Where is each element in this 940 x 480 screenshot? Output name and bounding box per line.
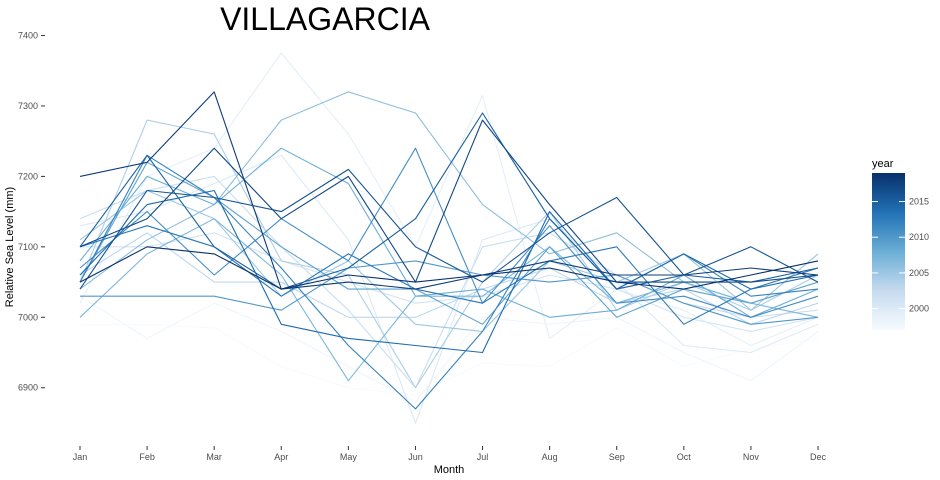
x-tick-label: Mar xyxy=(206,452,222,462)
x-tick-label: Aug xyxy=(542,452,558,462)
series-line-2013 xyxy=(79,225,819,325)
x-tick-label: May xyxy=(340,452,358,462)
x-tick-label: Jan xyxy=(73,452,88,462)
y-tick-label: 7300 xyxy=(18,101,38,111)
legend-tick-label: 2000 xyxy=(909,304,929,314)
series-line-2006 xyxy=(79,91,819,304)
legend-tick-label: 2010 xyxy=(909,232,929,242)
series-line-2010 xyxy=(80,260,819,325)
series-line-2003 xyxy=(79,232,819,325)
y-axis-title: Relative Sea Level (mm) xyxy=(4,187,16,307)
x-tick-label: Feb xyxy=(139,452,155,462)
series-line-2012 xyxy=(79,154,819,410)
legend-ticks: 2000 2005 2010 2015 xyxy=(872,197,929,314)
y-tick-label: 7000 xyxy=(18,312,38,322)
chart-title: VILLAGARCIA xyxy=(220,1,431,37)
x-tick-label: Jul xyxy=(477,452,489,462)
y-tick-label: 7200 xyxy=(18,171,38,181)
x-axis: Jan Feb Mar Apr May Jun Jul Aug Sep Oct Nov Dec xyxy=(73,446,827,462)
series-line-2015 xyxy=(79,112,819,290)
series-line-2005 xyxy=(79,189,819,332)
legend-title: year xyxy=(872,158,894,170)
legend-tick-label: 2005 xyxy=(909,268,929,278)
series-layer xyxy=(79,52,819,424)
series-line-2002 xyxy=(79,175,819,389)
series-line-2009 xyxy=(79,161,819,325)
series-line-2019 xyxy=(79,246,819,290)
x-tick-label: Apr xyxy=(274,452,288,462)
x-tick-label: Dec xyxy=(810,452,827,462)
series-line-2017 xyxy=(79,119,819,283)
series-line-2016 xyxy=(79,168,819,290)
series-line-2000 xyxy=(79,154,819,424)
y-tick-label: 7100 xyxy=(18,242,38,252)
legend-tick-label: 2015 xyxy=(909,197,929,207)
y-axis: 6900 7000 7100 7200 7300 7400 xyxy=(18,31,45,393)
legend: year 2000 2005 2010 2015 xyxy=(872,158,929,330)
x-axis-title: Month xyxy=(434,464,465,476)
series-line-2011 xyxy=(79,147,819,318)
series-line-1999 xyxy=(79,52,819,347)
y-tick-label: 6900 xyxy=(18,383,38,393)
x-tick-label: Nov xyxy=(743,452,760,462)
series-line-2018 xyxy=(79,91,819,290)
legend-colorbar xyxy=(872,173,905,330)
series-line-1997 xyxy=(80,323,819,396)
x-tick-label: Oct xyxy=(677,452,692,462)
series-line-2001 xyxy=(80,232,819,332)
x-tick-label: Sep xyxy=(609,452,625,462)
y-tick-label: 7400 xyxy=(18,31,38,41)
series-line-1998 xyxy=(79,295,819,403)
x-tick-label: Jun xyxy=(408,452,423,462)
series-line-2014 xyxy=(79,189,819,354)
